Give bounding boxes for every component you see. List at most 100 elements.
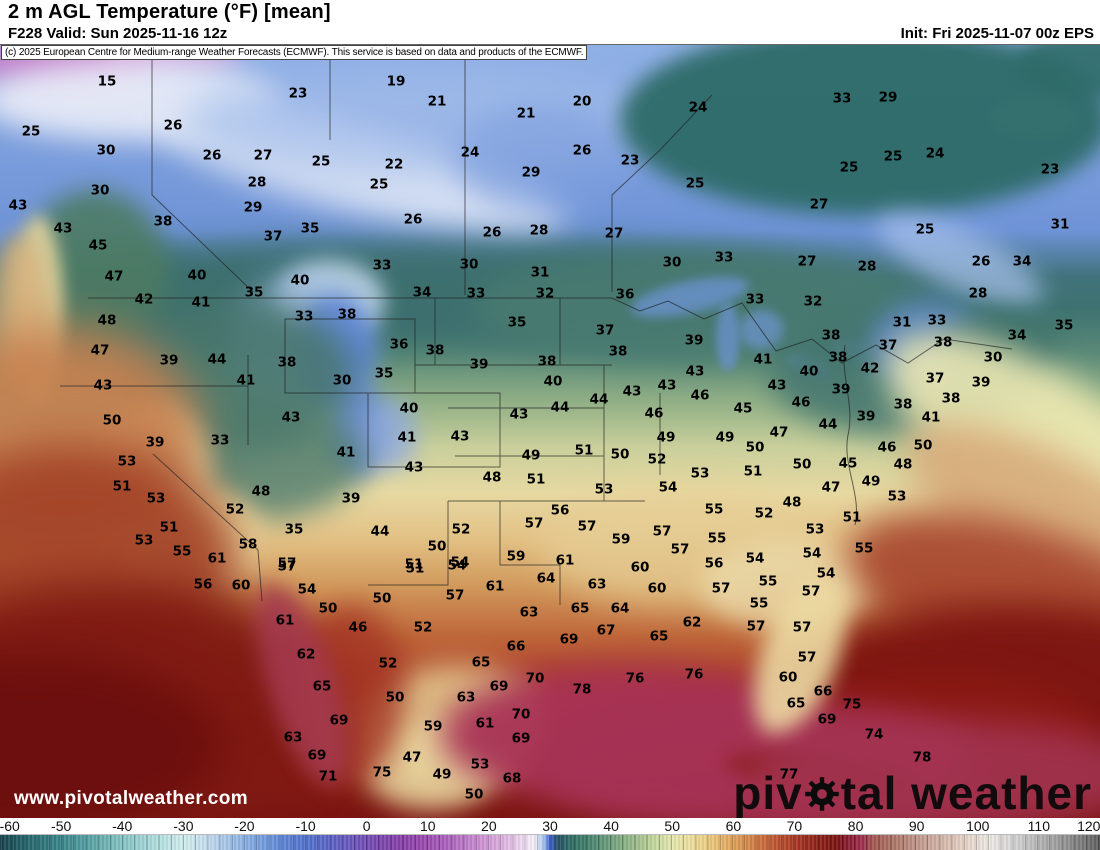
- temp-value: 77: [779, 766, 799, 783]
- temp-value: 43: [509, 406, 529, 423]
- temp-value: 38: [425, 342, 445, 359]
- temp-value: 43: [53, 220, 73, 237]
- map-header: 2 m AGL Temperature (°F) [mean] F228 Val…: [0, 0, 1100, 44]
- temp-value: 57: [670, 541, 690, 558]
- temp-value: 39: [159, 352, 179, 369]
- temp-value: 50: [745, 439, 765, 456]
- temp-value: 25: [369, 176, 389, 193]
- temp-value: 24: [925, 145, 945, 162]
- temp-value: 48: [893, 456, 913, 473]
- colorbar-tick-label: 70: [786, 818, 803, 834]
- temp-value: 48: [97, 312, 117, 329]
- temp-value: 78: [912, 749, 932, 766]
- temp-value: 49: [715, 429, 735, 446]
- temp-field-region: [366, 399, 418, 471]
- colorbar-tick-label: 90: [908, 818, 925, 834]
- temp-value: 43: [93, 377, 113, 394]
- temp-value: 39: [341, 490, 361, 507]
- copyright-notice: (c) 2025 European Centre for Medium-rang…: [1, 45, 588, 60]
- temp-value: 21: [516, 105, 536, 122]
- temp-value: 39: [971, 374, 991, 391]
- temp-value: 27: [797, 253, 817, 270]
- temp-value: 48: [782, 494, 802, 511]
- temp-value: 31: [892, 314, 912, 331]
- temp-value: 25: [915, 221, 935, 238]
- temp-value: 61: [475, 715, 495, 732]
- watermark-url: www.pivotalweather.com: [14, 788, 249, 809]
- temp-value: 44: [370, 523, 390, 540]
- temp-value: 38: [608, 343, 628, 360]
- state-borders: [60, 57, 1013, 605]
- temp-value: 39: [831, 381, 851, 398]
- temp-value: 67: [596, 622, 616, 639]
- temp-value: 65: [471, 654, 491, 671]
- temp-value: 46: [348, 619, 368, 636]
- temp-value: 34: [1012, 253, 1032, 270]
- colorbar-tick-label: 20: [481, 818, 497, 834]
- temp-value: 37: [595, 322, 615, 339]
- temp-value: 40: [187, 267, 207, 284]
- temp-value: 74: [864, 726, 884, 743]
- temp-value: 55: [704, 501, 724, 518]
- temp-value: 38: [933, 334, 953, 351]
- temp-value: 47: [821, 479, 841, 496]
- temp-value: 71: [318, 768, 338, 785]
- temp-value: 63: [456, 689, 476, 706]
- temp-value: 25: [883, 148, 903, 165]
- temp-value: 40: [290, 272, 310, 289]
- temp-value: 55: [172, 543, 192, 560]
- temp-value: 15: [97, 73, 117, 90]
- temp-value: 57: [277, 558, 297, 575]
- temp-value: 53: [805, 521, 825, 538]
- temp-value: 62: [682, 614, 702, 631]
- temp-value: 39: [856, 408, 876, 425]
- temp-value: 57: [792, 619, 812, 636]
- temp-value: 25: [839, 159, 859, 176]
- temp-value: 38: [941, 390, 961, 407]
- temp-field-region: [455, 105, 635, 215]
- temp-value: 53: [470, 756, 490, 773]
- temp-value: 44: [818, 416, 838, 433]
- map-canvas[interactable]: (c) 2025 European Centre for Medium-rang…: [0, 44, 1100, 818]
- temp-value: 54: [816, 565, 836, 582]
- temp-value: 30: [662, 254, 682, 271]
- temp-value: 34: [412, 284, 432, 301]
- temp-field-region: [990, 95, 1080, 139]
- temp-value: 39: [684, 332, 704, 349]
- temp-value: 69: [307, 747, 327, 764]
- temp-value: 44: [207, 351, 227, 368]
- temp-value: 56: [704, 555, 724, 572]
- temp-value: 64: [610, 600, 630, 617]
- temp-value: 58: [238, 536, 258, 553]
- temp-value: 43: [767, 377, 787, 394]
- colorbar-tick-label: -50: [51, 818, 72, 834]
- temp-value: 43: [622, 383, 642, 400]
- temp-value: 42: [860, 360, 880, 377]
- temp-value: 35: [1054, 317, 1074, 334]
- temp-value: 35: [284, 521, 304, 538]
- temp-value: 28: [968, 285, 988, 302]
- colorbar-tick-label: 80: [847, 818, 864, 834]
- temp-value: 53: [146, 490, 166, 507]
- colorbar: [0, 834, 1100, 850]
- temp-value: 70: [525, 670, 545, 687]
- temp-value: 55: [749, 595, 769, 612]
- temp-value: 57: [652, 523, 672, 540]
- temp-value: 37: [263, 228, 283, 245]
- temp-value: 61: [207, 550, 227, 567]
- temp-value: 29: [878, 89, 898, 106]
- temp-value: 28: [247, 174, 267, 191]
- temp-value: 48: [251, 483, 271, 500]
- temp-value: 23: [288, 85, 308, 102]
- temp-value: 47: [769, 424, 789, 441]
- temp-value: 39: [145, 434, 165, 451]
- temp-value: 46: [877, 439, 897, 456]
- temp-value: 47: [104, 268, 124, 285]
- temp-value: 53: [117, 453, 137, 470]
- temp-value: 27: [604, 225, 624, 242]
- temp-value: 35: [300, 220, 320, 237]
- temp-value: 29: [521, 164, 541, 181]
- temp-value: 41: [397, 429, 417, 446]
- temp-value: 46: [690, 387, 710, 404]
